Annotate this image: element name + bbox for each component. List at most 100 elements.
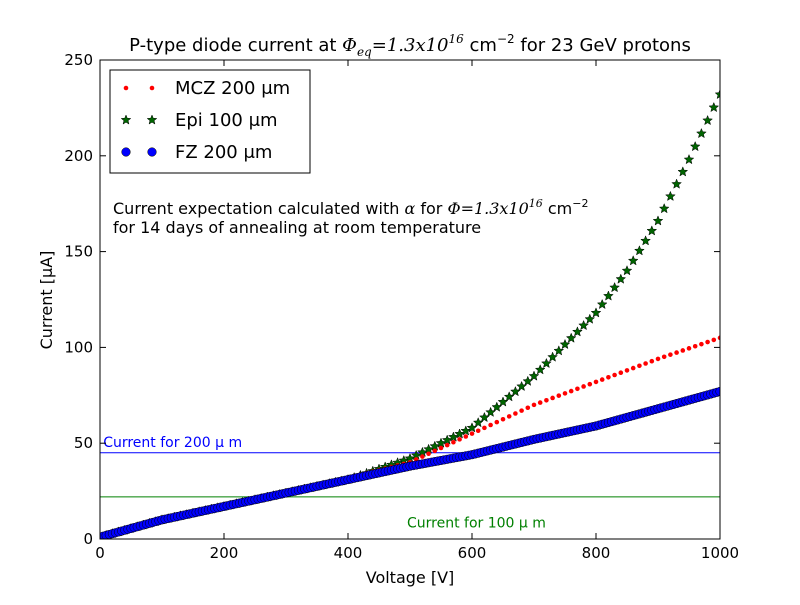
data-point [528, 370, 540, 381]
data-point [606, 374, 611, 380]
data-point [497, 396, 509, 407]
data-point [435, 437, 447, 448]
data-point [516, 380, 527, 392]
data-point [472, 417, 484, 428]
data-point [488, 422, 493, 428]
legend-entry: FZ 200 μm [121, 142, 272, 163]
data-point [643, 361, 648, 366]
legend: MCZ 200 μm Epi 100 μm FZ 200 μm [109, 69, 311, 174]
data-point [624, 368, 630, 373]
reference-line-labels: Current for 200 μ m Current for 100 μ m [103, 435, 546, 531]
y-tick-label: 100 [64, 338, 93, 356]
data-point [627, 255, 639, 266]
data-point [717, 335, 720, 341]
data-point [593, 379, 599, 385]
data-point [565, 332, 577, 343]
data-point [525, 405, 531, 411]
data-point [572, 326, 583, 337]
x-tick-label: 800 [582, 544, 611, 562]
data-point [655, 356, 661, 362]
reference-line-label-1: Current for 100 μ m [407, 516, 546, 532]
data-point [448, 431, 459, 442]
data-point [705, 339, 710, 345]
data-point [541, 357, 552, 369]
data-point [510, 385, 521, 397]
data-point [630, 365, 636, 371]
data-point [649, 358, 655, 364]
data-point [634, 245, 645, 256]
data-point [640, 235, 651, 246]
data-point [708, 101, 720, 113]
data-point [534, 364, 546, 375]
x-tick-label: 400 [334, 544, 363, 562]
data-point [603, 290, 614, 301]
data-point [559, 338, 571, 350]
data-point [696, 127, 707, 139]
x-tick-label: 1000 [701, 544, 739, 562]
data-point [599, 377, 605, 382]
data-point [609, 281, 620, 293]
legend-label: Epi 100 μm [175, 110, 278, 131]
data-point [689, 140, 701, 152]
chart-title: P-type diode current at Φeq=1.3x1016 cm−… [129, 32, 691, 59]
y-tick-label: 50 [74, 434, 93, 452]
data-point [426, 451, 431, 457]
legend-entry: MCZ 200 μm [123, 78, 290, 99]
data-point [544, 397, 549, 403]
x-tick-label: 0 [95, 544, 105, 562]
data-point [658, 203, 670, 214]
data-point [550, 395, 555, 401]
data-point [621, 265, 633, 276]
data-point [432, 448, 438, 454]
data-point [479, 411, 490, 423]
data-point [680, 348, 686, 353]
data-point [503, 391, 515, 402]
data-point [469, 431, 475, 436]
legend-marker [146, 114, 158, 125]
y-tick-label: 150 [64, 243, 93, 261]
legend-entry: Epi 100 μm [120, 110, 278, 131]
data-point [568, 388, 574, 394]
data-point [671, 178, 682, 189]
data-point [531, 402, 537, 408]
legend-marker [121, 147, 131, 157]
legend-label: FZ 200 μm [175, 142, 272, 163]
data-point [587, 381, 593, 387]
data-point [699, 341, 704, 347]
y-tick-label: 200 [64, 147, 93, 165]
data-point [637, 363, 642, 369]
data-point [596, 298, 608, 310]
data-point [513, 411, 518, 416]
data-point [482, 425, 487, 431]
data-point [491, 401, 503, 412]
data-point [444, 442, 450, 448]
data-point [683, 153, 695, 165]
annotation-line-1: Current expectation calculated with α fo… [113, 197, 588, 218]
data-point [612, 372, 617, 378]
x-tick-label: 200 [210, 544, 239, 562]
data-point [475, 428, 481, 434]
legend-marker [123, 85, 129, 91]
data-point [581, 384, 586, 389]
data-point [500, 416, 506, 422]
data-point [674, 350, 679, 355]
legend-marker [120, 114, 132, 125]
data-point [506, 414, 512, 419]
data-point [463, 434, 469, 439]
data-point [451, 439, 456, 445]
reference-lines [100, 452, 720, 498]
data-point [686, 346, 692, 351]
reference-line-label-0: Current for 200 μ m [103, 435, 242, 451]
data-point [615, 273, 627, 284]
data-point [519, 408, 524, 413]
data-point [714, 88, 720, 100]
data-point [457, 437, 462, 442]
data-point [652, 215, 664, 226]
data-point [618, 370, 624, 375]
data-point [711, 337, 717, 343]
data-point [646, 225, 658, 236]
series-circle [100, 386, 720, 539]
data-point [547, 351, 558, 362]
